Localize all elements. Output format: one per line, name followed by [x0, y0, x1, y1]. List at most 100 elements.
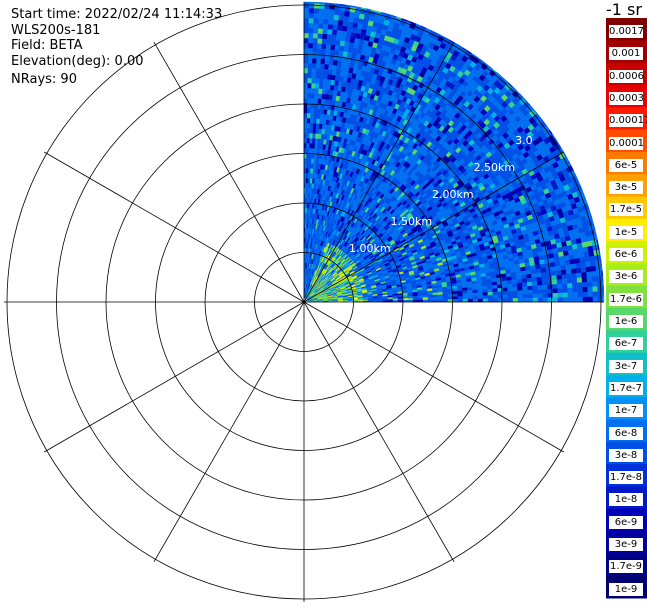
data-cell [323, 68, 329, 75]
data-cell [535, 268, 542, 274]
data-cell [306, 147, 310, 154]
data-cell [308, 2, 315, 9]
data-cell [303, 132, 308, 139]
data-cell [308, 12, 315, 19]
data-cell [337, 19, 344, 26]
data-cell [313, 32, 319, 39]
data-cell [313, 12, 320, 19]
data-cell [310, 117, 314, 124]
data-cell [323, 18, 329, 25]
data-cell [314, 98, 319, 104]
data-cell [307, 92, 312, 99]
data-cell [324, 2, 331, 5]
data-cell [323, 73, 329, 80]
data-cell [315, 78, 320, 84]
data-cell [317, 33, 323, 39]
data-cell [550, 266, 557, 272]
data-cell [306, 167, 309, 174]
data-cell [303, 122, 308, 129]
data-cell [320, 53, 326, 60]
data-cell [314, 88, 320, 94]
data-cell [308, 17, 315, 24]
data-cell [307, 67, 313, 74]
data-cell [308, 42, 314, 49]
data-cell [308, 37, 314, 44]
data-cell [319, 73, 325, 80]
data-cell [303, 147, 307, 154]
data-cell [574, 258, 581, 265]
data-cell [324, 58, 330, 65]
data-cell [303, 2, 310, 9]
data-cell [319, 68, 325, 75]
data-cell [307, 87, 312, 94]
data-cell [307, 77, 313, 84]
data-cell [307, 72, 313, 79]
data-cell [307, 107, 311, 114]
data-cell [322, 28, 329, 35]
data-cell [314, 93, 319, 99]
data-cell [335, 34, 342, 41]
data-cell [303, 82, 309, 89]
data-cell [303, 62, 309, 69]
data-cell [306, 162, 310, 169]
data-cell [318, 18, 325, 24]
data-cell [338, 14, 345, 21]
data-cell [325, 43, 332, 50]
data-cell [318, 8, 325, 14]
data-cell [321, 48, 327, 55]
data-cell [303, 87, 308, 94]
data-cell [303, 7, 310, 14]
data-cell [307, 82, 312, 89]
data-cell [317, 98, 322, 104]
data-cell [332, 24, 339, 31]
data-cell [313, 22, 319, 29]
data-cell [331, 29, 338, 36]
data-cell [312, 52, 318, 59]
data-cell [308, 27, 314, 34]
data-cell [303, 112, 308, 119]
data-cell [329, 54, 335, 61]
data-cell [328, 13, 335, 20]
data-cell [560, 265, 567, 271]
data-cell [329, 49, 336, 56]
data-cell [309, 142, 313, 149]
data-cell [309, 137, 313, 144]
data-cell [316, 58, 322, 64]
data-cell [316, 53, 322, 59]
data-cell [308, 22, 314, 29]
data-cell [312, 37, 319, 44]
data-cell [303, 127, 308, 134]
data-cell [336, 29, 343, 36]
data-cell [303, 107, 308, 114]
data-cell [313, 108, 318, 114]
data-cell [565, 264, 572, 271]
data-cell [307, 62, 313, 69]
data-cell [314, 1, 320, 4]
data-cell [309, 1, 315, 4]
data-cell [309, 127, 314, 134]
data-cell [328, 18, 334, 25]
data-cell [316, 63, 321, 69]
data-cell [589, 260, 597, 268]
data-cell [313, 7, 320, 14]
data-cell [308, 47, 314, 54]
data-cell [589, 255, 596, 263]
data-cell [343, 10, 351, 17]
data-cell [312, 123, 317, 129]
data-cell [307, 57, 313, 64]
data-cell [307, 97, 312, 104]
data-cell [313, 118, 318, 124]
data-cell [306, 142, 310, 149]
data-cell [310, 107, 315, 114]
data-cell [311, 87, 316, 94]
data-cell [559, 260, 566, 267]
data-cell [317, 43, 323, 49]
data-cell [303, 77, 309, 84]
data-cell [312, 42, 318, 49]
data-cell [308, 32, 314, 39]
data-cell [303, 1, 310, 4]
data-cell [585, 261, 592, 268]
data-cell [328, 59, 334, 66]
data-cell [303, 17, 310, 24]
